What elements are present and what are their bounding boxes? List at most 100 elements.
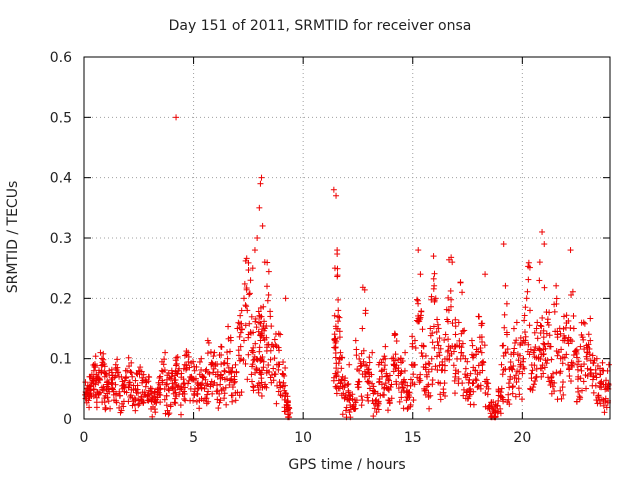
data-point-dense [444,316,451,323]
data-point-dense [576,393,583,400]
data-point-dense [335,313,342,320]
data-point [411,337,418,344]
y-tick-label: 0.6 [50,50,72,66]
data-point-dense [175,382,182,389]
data-point-dense [280,371,287,378]
data-point-dense [95,390,102,397]
data-point-dense [590,359,597,366]
data-point-dense [166,374,173,381]
data-point-dense [224,349,231,356]
data-point-dense [148,397,155,404]
data-point [282,295,289,302]
data-point-dense [145,378,152,385]
data-point-dense [192,375,199,382]
data-point [498,361,505,368]
data-point-dense [570,312,577,319]
data-point-dense [335,360,342,367]
data-point-dense [557,370,564,377]
data-point-dense [452,331,459,338]
data-point-dense [114,364,121,371]
data-point-dense [425,368,432,375]
data-point-dense [583,355,590,362]
data-point-dense [513,379,520,386]
data-point-dense [263,334,270,341]
data-point-dense [421,387,428,394]
data-point-dense [502,282,509,289]
data-point-dense [339,411,346,418]
data-point [382,343,389,350]
data-point-dense [262,381,269,388]
data-point-dense [381,366,388,373]
data-point-dense [157,373,164,380]
data-point-dense [514,351,521,358]
data-point-dense [338,354,345,361]
data-point-dense [160,361,167,368]
data-point-dense [399,358,406,365]
data-point-dense [381,353,388,360]
y-axis-label: SRMTID / TECUs [5,180,21,294]
data-point-dense [513,337,520,344]
data-point-dense [567,378,574,385]
data-point [277,331,284,338]
data-point-dense [248,313,255,320]
data-point-dense [104,378,111,385]
data-point-dense [524,288,531,295]
data-point-dense [140,371,147,378]
data-point-dense [157,399,164,406]
data-point-dense [591,357,598,364]
data-point-dense [482,389,489,396]
data-point-dense [172,389,179,396]
data-point-dense [540,351,547,358]
data-point [211,349,218,356]
data-point-dense [260,358,267,365]
data-point-dense [501,311,508,318]
data-point-dense [402,379,409,386]
data-point-dense [534,319,541,326]
data-point-dense [183,362,190,369]
data-point-dense [449,320,456,327]
data-point-dense [250,357,257,364]
data-point-dense [181,390,188,397]
data-point-dense [285,399,292,406]
data-point-dense [376,375,383,382]
data-point [224,355,231,362]
data-point-dense [333,390,340,397]
data-point-dense [473,351,480,358]
data-point-dense [134,382,141,389]
data-point-dense [237,329,244,336]
data-point-dense [510,325,517,332]
data-point-dense [561,354,568,361]
data-point-dense [409,333,416,340]
data-point-dense [461,327,468,334]
data-point-dense [366,354,373,361]
data-point-dense [238,320,245,327]
data-point-dense [104,394,111,401]
data-point-dense [521,365,528,372]
data-point-dense [226,381,233,388]
data-point [256,204,263,211]
data-point-dense [334,273,341,280]
data-point-dense [267,308,274,315]
data-point-dense [495,392,502,399]
data-point-dense [212,361,219,368]
data-point-dense [159,377,166,384]
data-point-dense [418,350,425,357]
data-point-dense [159,368,166,375]
data-point-dense [206,370,213,377]
data-point [173,114,180,121]
data-point-dense [357,363,364,370]
data-point-dense [375,399,382,406]
data-point-dense [395,365,402,372]
data-point [478,349,485,356]
data-point-dense [221,368,228,375]
data-point-dense [98,367,105,374]
data-point-dense [204,391,211,398]
data-point-dense [85,397,92,404]
data-point-dense [507,359,514,366]
data-point-dense [242,360,249,367]
data-point-dense [258,392,265,399]
data-point-dense [258,379,265,386]
data-point-dense [270,365,277,372]
data-point-dense [567,325,574,332]
data-point-dense [250,383,257,390]
